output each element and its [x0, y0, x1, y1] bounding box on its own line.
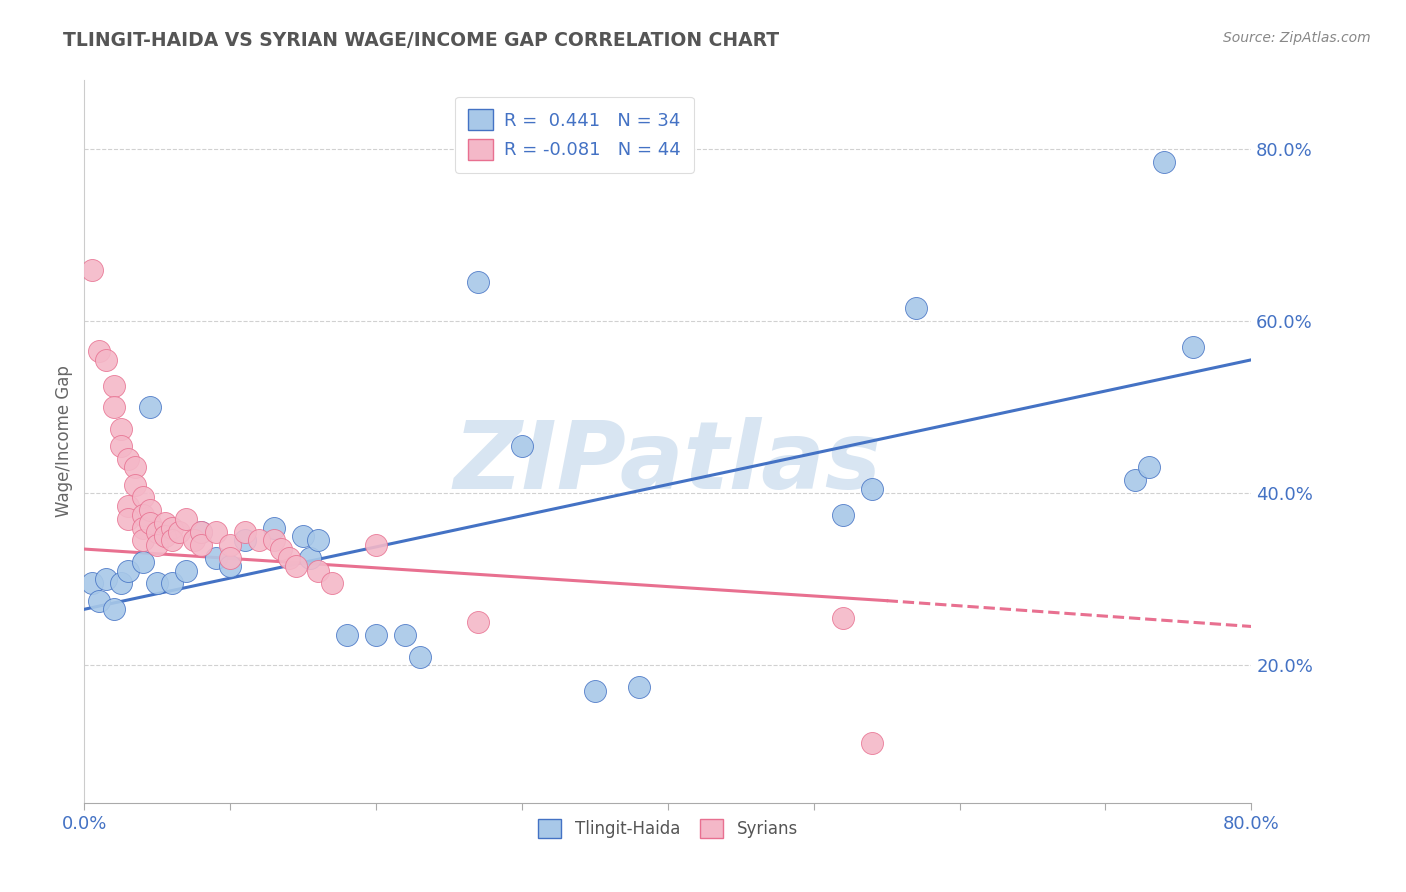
- Point: [153, 516, 176, 531]
- Point: [132, 508, 155, 522]
- Point: [139, 503, 162, 517]
- Point: [1153, 155, 1175, 169]
- Point: [176, 512, 198, 526]
- Point: [627, 680, 650, 694]
- Point: [146, 576, 169, 591]
- Point: [110, 576, 132, 591]
- Point: [153, 529, 176, 543]
- Point: [233, 524, 256, 539]
- Text: ZIPatlas: ZIPatlas: [454, 417, 882, 509]
- Point: [263, 520, 285, 534]
- Point: [160, 576, 183, 591]
- Point: [117, 512, 139, 526]
- Point: [219, 550, 242, 565]
- Point: [366, 538, 388, 552]
- Point: [80, 576, 103, 591]
- Point: [409, 649, 432, 664]
- Point: [183, 533, 205, 548]
- Point: [103, 602, 125, 616]
- Point: [204, 524, 226, 539]
- Point: [124, 477, 146, 491]
- Point: [583, 684, 606, 698]
- Point: [249, 533, 271, 548]
- Point: [394, 628, 416, 642]
- Text: TLINGIT-HAIDA VS SYRIAN WAGE/INCOME GAP CORRELATION CHART: TLINGIT-HAIDA VS SYRIAN WAGE/INCOME GAP …: [63, 31, 779, 50]
- Point: [467, 615, 489, 630]
- Point: [132, 555, 155, 569]
- Point: [110, 439, 132, 453]
- Legend: Tlingit-Haida, Syrians: Tlingit-Haida, Syrians: [531, 813, 804, 845]
- Point: [190, 538, 212, 552]
- Point: [270, 542, 292, 557]
- Point: [467, 276, 489, 290]
- Point: [190, 524, 212, 539]
- Point: [292, 529, 315, 543]
- Point: [904, 301, 927, 316]
- Point: [233, 533, 256, 548]
- Point: [1182, 340, 1205, 354]
- Point: [336, 628, 359, 642]
- Point: [510, 439, 533, 453]
- Point: [219, 559, 242, 574]
- Point: [87, 344, 110, 359]
- Point: [103, 378, 125, 392]
- Point: [321, 576, 343, 591]
- Point: [832, 508, 855, 522]
- Point: [204, 550, 226, 565]
- Point: [117, 499, 139, 513]
- Point: [860, 735, 883, 749]
- Point: [160, 520, 183, 534]
- Text: Source: ZipAtlas.com: Source: ZipAtlas.com: [1223, 31, 1371, 45]
- Point: [299, 550, 322, 565]
- Point: [96, 352, 118, 367]
- Point: [80, 262, 103, 277]
- Point: [103, 400, 125, 414]
- Point: [190, 524, 212, 539]
- Point: [117, 451, 139, 466]
- Point: [124, 460, 146, 475]
- Point: [96, 572, 118, 586]
- Point: [110, 422, 132, 436]
- Point: [1137, 460, 1160, 475]
- Point: [366, 628, 388, 642]
- Point: [139, 516, 162, 531]
- Point: [832, 611, 855, 625]
- Point: [277, 550, 299, 565]
- Point: [167, 524, 190, 539]
- Point: [284, 559, 307, 574]
- Point: [132, 533, 155, 548]
- Point: [139, 400, 162, 414]
- Point: [219, 538, 242, 552]
- Point: [87, 593, 110, 607]
- Point: [860, 482, 883, 496]
- Y-axis label: Wage/Income Gap: Wage/Income Gap: [55, 366, 73, 517]
- Point: [307, 533, 329, 548]
- Point: [307, 564, 329, 578]
- Point: [132, 491, 155, 505]
- Point: [146, 538, 169, 552]
- Point: [146, 524, 169, 539]
- Point: [263, 533, 285, 548]
- Point: [160, 533, 183, 548]
- Point: [176, 564, 198, 578]
- Point: [117, 564, 139, 578]
- Point: [132, 520, 155, 534]
- Point: [1123, 473, 1146, 487]
